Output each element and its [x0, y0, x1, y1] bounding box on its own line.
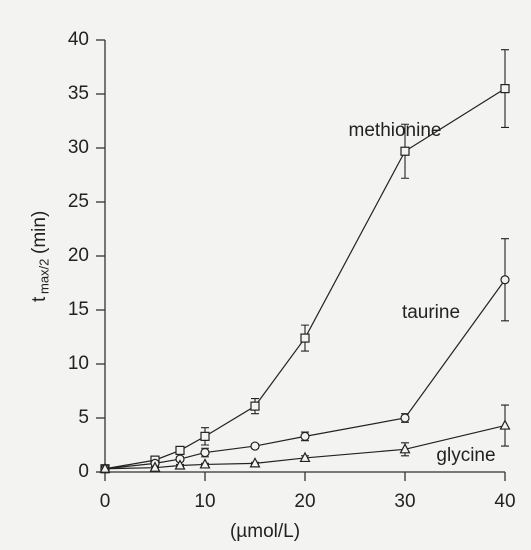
marker [174, 459, 186, 470]
marker [250, 441, 260, 451]
y-tick-label: 0 [78, 461, 89, 482]
marker [149, 461, 161, 472]
marker [399, 443, 411, 454]
marker [400, 413, 410, 423]
x-tick-label: 0 [100, 491, 111, 512]
marker [400, 146, 410, 156]
y-label-unit: (min) [29, 211, 50, 254]
y-tick-label: 30 [68, 137, 89, 158]
marker [250, 401, 260, 411]
series-line [104, 424, 506, 470]
marker [175, 445, 185, 455]
y-tick-label: 20 [68, 245, 89, 266]
x-tick-label: 30 [394, 491, 415, 512]
y-label-main: t [29, 296, 50, 302]
marker [299, 451, 311, 463]
series-label: methionine [349, 120, 442, 141]
x-axis-label: (µmol/L) [230, 521, 300, 542]
y-tick-label: 25 [68, 191, 89, 212]
y-tick-label: 10 [68, 353, 89, 374]
x-tick-label: 20 [294, 491, 315, 512]
marker [500, 275, 510, 285]
marker [300, 333, 310, 343]
y-tick-label: 15 [68, 299, 89, 320]
x-tick-label: 40 [494, 491, 515, 512]
marker [99, 462, 111, 473]
series-label: taurine [402, 302, 460, 323]
marker [499, 419, 511, 430]
y-axis-label: t max/2 (min) [29, 211, 51, 302]
marker [200, 447, 210, 458]
y-tick-label: 35 [68, 83, 89, 104]
y-tick-label: 40 [68, 29, 89, 50]
marker [200, 431, 210, 441]
series-label: glycine [436, 445, 495, 466]
marker [249, 457, 261, 468]
y-label-sub: max/2 [36, 259, 51, 294]
marker [199, 458, 211, 469]
x-tick-label: 10 [194, 491, 215, 512]
marker [300, 431, 310, 441]
y-tick-label: 5 [78, 407, 89, 428]
marker [500, 83, 510, 94]
